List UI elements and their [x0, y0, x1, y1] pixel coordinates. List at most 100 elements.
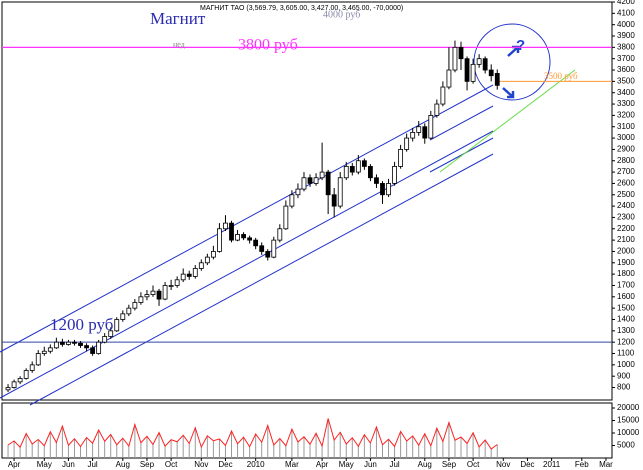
- y-tick-label: 3500: [617, 76, 635, 85]
- channel-line: [0, 130, 494, 399]
- candle-body: [78, 342, 83, 346]
- candle-body: [464, 58, 470, 82]
- candle-body: [488, 69, 494, 77]
- candle-body: [53, 341, 59, 349]
- channel-line: [429, 105, 494, 141]
- x-tick-label: Oct: [467, 460, 480, 469]
- candle-body: [361, 160, 367, 167]
- candle-body: [5, 387, 11, 391]
- candle-body: [180, 273, 186, 281]
- y-tick-label: 3800: [617, 42, 635, 51]
- y-tick-label: 2700: [617, 167, 635, 176]
- candle-body: [343, 166, 349, 179]
- y2-tick-label: 5000: [617, 441, 635, 450]
- candle-body: [84, 345, 89, 349]
- candle-body: [66, 341, 71, 345]
- x-tick-label: Aug: [116, 460, 130, 469]
- y-tick-label: 4000: [617, 20, 635, 29]
- candle-body: [144, 294, 150, 298]
- candle-body: [392, 166, 397, 184]
- candle-body: [458, 46, 464, 60]
- candle-body: [301, 177, 307, 190]
- trend-line: [439, 69, 576, 173]
- y-tick-label: 2400: [617, 201, 635, 210]
- candle-body: [162, 285, 168, 300]
- y2-tick-label: 20000: [617, 403, 640, 412]
- x-tick-label: Sep: [140, 460, 155, 469]
- candle-body: [11, 381, 17, 388]
- y-tick-label: 3900: [617, 31, 635, 40]
- annotation: 4000 руб: [323, 9, 360, 20]
- candle-body: [422, 126, 428, 139]
- x-tick-label: 2011: [543, 460, 561, 469]
- y-tick-label: 1200: [617, 337, 635, 346]
- candle-body: [289, 194, 295, 207]
- x-tick-label: May: [37, 460, 52, 469]
- candle-body: [229, 222, 234, 241]
- y-tick-label: 1800: [617, 269, 635, 278]
- candle-body: [380, 183, 385, 196]
- candle-body: [482, 58, 488, 71]
- x-tick-label: Feb: [575, 460, 589, 469]
- candle-body: [428, 114, 434, 139]
- x-tick-label: Aug: [418, 460, 432, 469]
- annotation: Магнит: [150, 9, 206, 28]
- x-tick-label: Dec: [218, 460, 232, 469]
- x-tick-label: Dec: [520, 460, 534, 469]
- y-tick-label: 2300: [617, 213, 635, 222]
- candle-body: [114, 319, 120, 332]
- candle-body: [217, 228, 222, 252]
- candle-body: [138, 296, 144, 303]
- candle-body: [168, 285, 174, 287]
- candle-body: [386, 183, 391, 196]
- candle-body: [23, 370, 29, 379]
- annotation: нед: [173, 40, 185, 49]
- y-tick-label: 2800: [617, 156, 635, 165]
- y-tick-label: 2600: [617, 179, 635, 188]
- y-tick-label: 2500: [617, 190, 635, 199]
- candle-body: [265, 251, 271, 258]
- x-tick-label: 2010: [247, 460, 265, 469]
- candle-body: [307, 177, 313, 184]
- candle-body: [277, 228, 283, 241]
- candle-body: [325, 171, 331, 196]
- candle-body: [17, 378, 23, 383]
- candle-body: [440, 86, 446, 105]
- candle-body: [355, 160, 361, 173]
- x-tick-label: Jun: [364, 460, 377, 469]
- candle-body: [156, 290, 162, 300]
- candle-body: [434, 103, 440, 116]
- y-tick-label: 3400: [617, 88, 635, 97]
- candle-body: [349, 166, 355, 173]
- price-panel: [1, 1, 613, 401]
- candle-body: [337, 177, 343, 207]
- channel-line: [0, 84, 494, 353]
- volume-line: [7, 418, 498, 450]
- channel-line: [429, 137, 494, 173]
- y-tick-label: 3000: [617, 133, 635, 142]
- candle-body: [108, 330, 114, 337]
- candle-body: [259, 245, 265, 252]
- candle-body: [96, 341, 102, 354]
- candle-body: [374, 177, 379, 184]
- y-tick-label: 1500: [617, 303, 635, 312]
- y2-tick-label: 15000: [617, 416, 640, 425]
- candle-body: [319, 171, 325, 179]
- candle-body: [210, 251, 216, 258]
- candle-body: [253, 239, 259, 247]
- candle-body: [247, 237, 253, 241]
- x-tick-label: Jul: [389, 460, 399, 469]
- x-tick-label: Apr: [316, 460, 329, 469]
- y-tick-label: 1700: [617, 281, 635, 290]
- annotation: 3800 руб: [238, 37, 298, 54]
- candle-body: [174, 279, 180, 286]
- y-tick-label: 1400: [617, 315, 635, 324]
- candle-body: [416, 126, 422, 133]
- candle-body: [35, 353, 41, 366]
- candle-body: [132, 302, 138, 309]
- x-tick-label: Nov: [194, 460, 208, 469]
- y-tick-label: 1900: [617, 258, 635, 267]
- annotation: 3500 руб: [544, 71, 578, 81]
- candle-body: [368, 166, 373, 179]
- x-tick-label: Mar: [285, 460, 299, 469]
